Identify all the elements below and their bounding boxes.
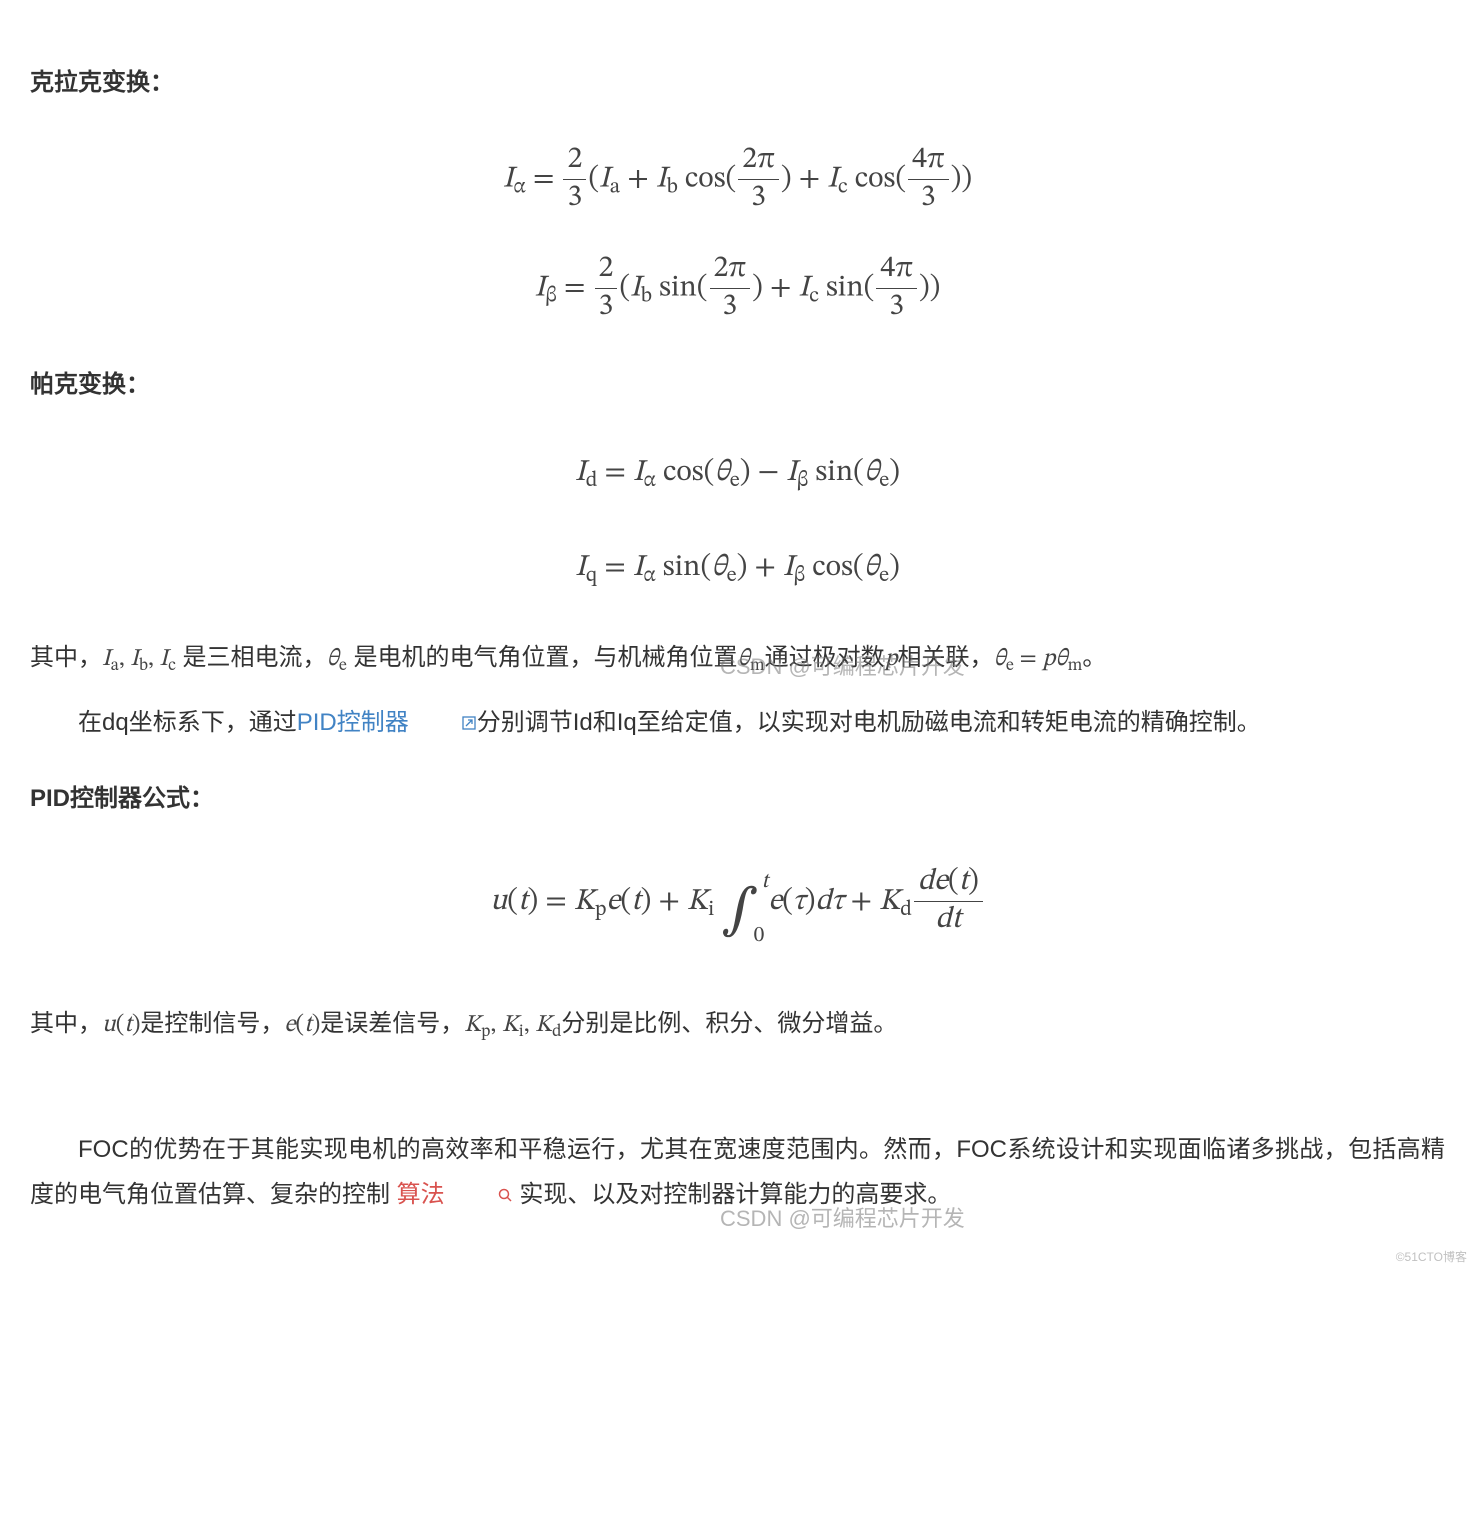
text-dq-pre: 在dq坐标系下，通过 (78, 709, 297, 736)
link-text: PID控制器 (297, 709, 409, 736)
external-link-icon (413, 701, 477, 747)
heading-park: 帕克变换： (30, 362, 1445, 408)
formula-content: Id = Iα cos(θe) − Iβ sin(θe) (575, 445, 900, 502)
formula-clarke-beta: Iβ = 23(Ib sin(2π3) + Ic sin(4π3)) (30, 253, 1445, 324)
paragraph-dq: 在dq坐标系下，通过PID控制器 分别调节Id和Iq至给定值，以实现对电机励磁电流… (30, 700, 1445, 746)
heading-pid: PID控制器公式： (30, 776, 1445, 822)
paragraph-pid-desc: 其中，u(t)是控制信号，e(t)是误差信号，Kp, Ki, Kd分别是比例、积… (30, 1001, 1445, 1050)
formula-content: Iq = Iα sin(θe) + Iβ cos(θe) (575, 540, 900, 597)
link-algorithm[interactable]: 算法 (397, 1181, 513, 1208)
text-dq-post: 分别调节Id和Iq至给定值，以实现对电机励磁电流和转矩电流的精确控制。 (477, 709, 1261, 736)
paragraph-foc: FOC的优势在于其能实现电机的高效率和平稳运行，尤其在宽速度范围内。然而，FOC… (30, 1127, 1445, 1219)
formula-park-d: Id = Iα cos(θe) − Iβ sin(θe) (30, 445, 1445, 502)
formula-clarke-alpha: Iα = 23(Ia + Ib cos(2π3) + Ic cos(4π3)) (30, 144, 1445, 215)
formula-content: Iβ = 23(Ib sin(2π3) + Ic sin(4π3)) (535, 253, 941, 324)
paragraph-park-desc: 其中，Ia, Ib, Ic 是三相电流，θe 是电机的电气角位置，与机械角位置θ… (30, 635, 1445, 684)
link-pid-controller[interactable]: PID控制器 (297, 709, 477, 736)
formula-pid: u(t) = Kpe(t) + Ki ∫0t e(τ)dτ + Kdde(t)d… (30, 860, 1445, 963)
heading-clarke: 克拉克变换： (30, 60, 1445, 106)
formula-content: Iα = 23(Ia + Ib cos(2π3) + Ic cos(4π3)) (503, 144, 972, 215)
search-icon (449, 1173, 513, 1219)
formula-content: u(t) = Kpe(t) + Ki ∫0t e(τ)dτ + Kdde(t)d… (490, 860, 985, 963)
text-foc-post: 实现、以及对控制器计算能力的高要求。 (519, 1181, 951, 1208)
formula-park-q: Iq = Iα sin(θe) + Iβ cos(θe) (30, 540, 1445, 597)
corner-copyright: ©51CTO博客 (1396, 1246, 1467, 1269)
link-text: 算法 (397, 1181, 445, 1208)
